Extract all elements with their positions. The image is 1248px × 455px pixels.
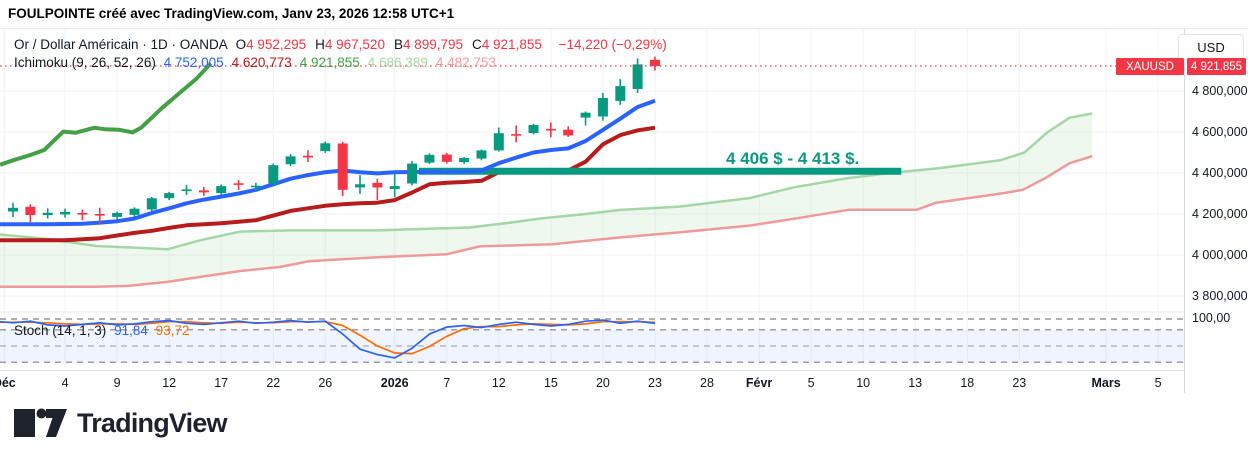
tradingview-logo[interactable]: TradingView [12,405,228,441]
change-value: −14,220 (−0,29%) [558,37,667,52]
stochastic-k-value: 91,84 [114,323,148,338]
time-axis-label: 18 [960,376,975,390]
time-axis-label: 23 [1012,376,1027,390]
symbol-price-badge: XAUUSD [1116,58,1184,75]
price-axis-label: 4 800,000 [1192,84,1248,98]
time-axis-label: 28 [700,376,714,390]
price-axis-label: 4 200,000 [1192,207,1248,221]
price-axis-label: 4 600,000 [1192,125,1248,139]
time-axis-label: 20 [595,376,610,390]
ichimoku-legend[interactable]: Ichimoku (9, 26, 52, 26) 4 752,005 4 620,… [14,55,508,70]
time-axis[interactable]: Déc 4 9 12 17 22 26 2026 7 12 15 20 23 28 Févr 5 10 13 18 2… [0,370,1184,394]
footer: TradingView [0,392,1248,455]
time-axis-label: 5 [807,376,815,390]
time-axis-label: 23 [648,376,662,390]
symbol-description: Or / Dollar Américain · 1D · OANDA [14,37,228,52]
ohlc-value: 4 921,855 [481,37,542,52]
time-axis-label: 2026 [380,376,409,390]
chart-canvas[interactable] [0,29,1184,369]
time-axis-label: 9 [113,376,121,390]
time-axis-label: Déc [0,376,16,390]
stochastic-label: Stoch (14, 1, 3) [14,323,107,338]
time-axis-label: 12 [491,376,506,390]
time-axis-label: 22 [266,376,281,390]
price-axis-label: 3 800,000 [1192,289,1248,303]
price-axis-label: 4 000,000 [1192,248,1248,262]
support-zone-annotation[interactable]: 4 406 $ - 4 413 $. [726,149,860,168]
time-axis-label: 10 [856,376,871,390]
time-axis-label: 12 [162,376,177,390]
last-price-badge: 4 921,855 [1187,58,1246,75]
ichimoku-value-conversion: 4 752,005 [163,55,224,70]
time-axis-label: Févr [745,376,773,390]
stochastic-d-value: 93,72 [155,323,190,338]
ohlc-value: 4 899,795 [402,37,464,52]
symbol-legend[interactable]: Or / Dollar Américain · 1D · OANDA O4 95… [14,37,671,52]
time-axis-label: 26 [318,376,333,390]
ohlc-value: 4 967,520 [324,37,385,52]
ichimoku-value-base: 4 620,773 [231,55,292,70]
chart-widget: Or / Dollar Américain · 1D · OANDA O4 95… [0,28,1248,394]
ichimoku-value-lagging: 4 921,855 [299,55,360,70]
ichimoku-value-lead1: 4 686,389 [367,55,428,70]
time-axis-label: 17 [214,376,229,390]
ichimoku-values: 4 752,005 4 620,773 4 921,855 4 686,389 4 48… [164,55,504,70]
currency-button[interactable]: USD [1178,34,1244,60]
ohlc-letter: C [472,37,482,52]
ohlc-value: 4 952,295 [246,37,307,52]
tradingview-logo-icon [14,408,67,437]
ohlc-letter: H [315,37,325,52]
ichimoku-label: Ichimoku (9, 26, 52, 26) [14,55,156,70]
ohlc-letter: O [235,37,247,52]
ohlc-values: O4 952,295 H4 967,520 B4 899,795 C4 921,855 [236,37,551,52]
ohlc-letter: B [393,37,403,52]
price-axis-label: 4 400,000 [1192,166,1248,180]
time-axis-label: Mars [1091,376,1121,390]
ichimoku-value-lead2: 4 482,753 [435,55,496,70]
stochastic-legend[interactable]: Stoch (14, 1, 3) 91,84 93,72 [14,323,193,338]
time-axis-label: 15 [543,376,558,390]
time-axis-label: 5 [1154,376,1162,390]
time-axis-label: 7 [443,376,451,390]
time-axis-label: 13 [908,376,923,390]
stoch-axis-label: 100,00 [1192,311,1231,325]
watermark-title: FOULPOINTE créé avec TradingView.com, Ja… [8,6,455,21]
time-axis-label: 4 [61,376,69,390]
tradingview-logo-text: TradingView [77,407,228,438]
price-axis[interactable]: 4 800,000 4 600,000 4 400,000 4 200,000 4 00… [1184,29,1248,393]
